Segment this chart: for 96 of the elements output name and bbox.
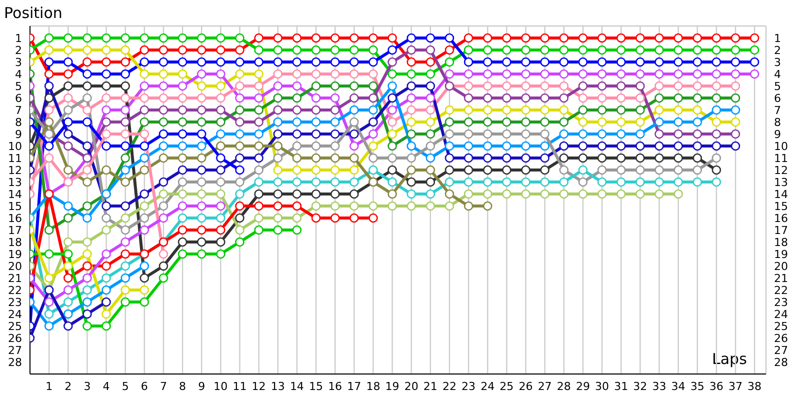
x-tick-label: 13 [270,380,285,393]
y-tick-label: 22 [8,284,22,297]
y2-tick-label: 20 [774,260,788,273]
y2-tick-label: 3 [774,56,781,69]
y-tick-label: 1 [15,32,22,45]
x-tick-label: 20 [404,380,418,393]
x-tick-label: 36 [709,380,724,393]
x-tick-label: 2 [64,380,72,393]
x-tick-label: 1 [46,380,53,393]
y2-tick-label: 23 [774,296,788,309]
x-tick-label: 14 [290,380,304,393]
y-tick-label: 23 [8,296,22,309]
x-tick-label: 15 [309,380,324,393]
x-tick-label: 7 [160,380,167,393]
y-axis-title: Position [4,4,62,22]
x-tick-label: 29 [576,380,590,393]
y-tick-label: 18 [8,236,22,249]
y2-tick-label: 7 [774,104,781,117]
y-tick-label: 8 [15,116,22,129]
y2-tick-label: 16 [774,212,788,225]
x-tick-label: 38 [748,380,762,393]
y-tick-label: 17 [8,224,22,237]
x-tick-label: 28 [556,380,571,393]
y2-tick-label: 26 [774,332,788,345]
x-tick-label: 16 [328,380,342,393]
x-tick-label: 18 [366,380,380,393]
y2-tick-label: 10 [774,140,788,153]
y2-tick-label: 13 [774,176,788,189]
y2-tick-label: 25 [774,320,788,333]
y-tick-label: 10 [8,140,22,153]
y-tick-label: 25 [8,320,22,333]
x-tick-label: 26 [518,380,533,393]
y2-tick-label: 22 [774,284,788,297]
x-tick-label: 9 [198,380,206,393]
x-tick-label: 34 [671,380,686,393]
x-tick-label: 30 [595,380,610,393]
x-tick-label: 17 [347,380,362,393]
x-tick-label: 22 [442,380,456,393]
x-tick-label: 35 [690,380,704,393]
y2-tick-label: 21 [774,272,788,285]
y-tick-label: 19 [8,248,22,261]
y-tick-label: 14 [8,188,22,201]
x-tick-label: 37 [728,380,742,393]
x-tick-label: 33 [652,380,666,393]
y2-tick-label: 14 [774,188,788,201]
y-tick-label: 13 [8,176,22,189]
x-tick-label: 11 [232,380,247,393]
y2-tick-label: 19 [774,248,788,261]
y2-tick-label: 4 [774,68,781,81]
x-tick-label: 19 [385,380,400,393]
x-axis-title: Laps [712,350,747,368]
x-tick-label: 4 [102,380,110,393]
y2-tick-label: 6 [774,92,781,105]
x-tick-label: 25 [500,380,514,393]
x-tick-label: 31 [614,380,628,393]
x-tick-label: 8 [179,380,186,393]
x-tick-label: 24 [480,380,495,393]
x-tick-label: 23 [462,380,476,393]
y2-tick-label: 12 [774,164,788,177]
y-tick-label: 9 [15,128,22,141]
y-tick-label: 21 [8,272,22,285]
y2-tick-label: 17 [774,224,788,237]
x-tick-label: 3 [84,380,91,393]
y-tick-label: 11 [8,152,22,165]
x-tick-label: 10 [214,380,228,393]
y-tick-label: 12 [8,164,22,177]
y-tick-label: 3 [15,56,22,69]
y-tick-label: 28 [8,356,22,369]
y2-tick-label: 8 [774,116,781,129]
y-tick-label: 27 [8,344,22,357]
y2-tick-label: 27 [774,344,788,357]
y-tick-label: 5 [15,80,22,93]
y2-tick-label: 18 [774,236,788,249]
x-tick-label: 32 [633,380,648,393]
y-tick-label: 20 [8,260,22,273]
x-tick-label: 6 [140,380,148,393]
y2-tick-label: 9 [774,128,781,141]
x-tick-label: 21 [423,380,438,393]
y2-tick-label: 28 [774,356,788,369]
y2-tick-label: 5 [774,80,781,93]
x-tick-label: 5 [122,380,129,393]
y2-tick-label: 2 [774,44,781,57]
y2-tick-label: 15 [774,200,788,213]
y-tick-label: 6 [15,92,22,105]
x-tick-label: 27 [538,380,552,393]
y-tick-label: 15 [8,200,22,213]
y2-tick-label: 24 [774,308,788,321]
y-tick-label: 4 [15,68,22,81]
x-tick-label: 12 [252,380,266,393]
y2-tick-label: 1 [774,32,781,45]
y2-tick-label: 11 [774,152,788,165]
y-tick-label: 24 [8,308,22,321]
y-tick-label: 2 [15,44,22,57]
y-tick-label: 26 [8,332,22,345]
y-tick-label: 16 [8,212,22,225]
y-tick-label: 7 [15,104,22,117]
